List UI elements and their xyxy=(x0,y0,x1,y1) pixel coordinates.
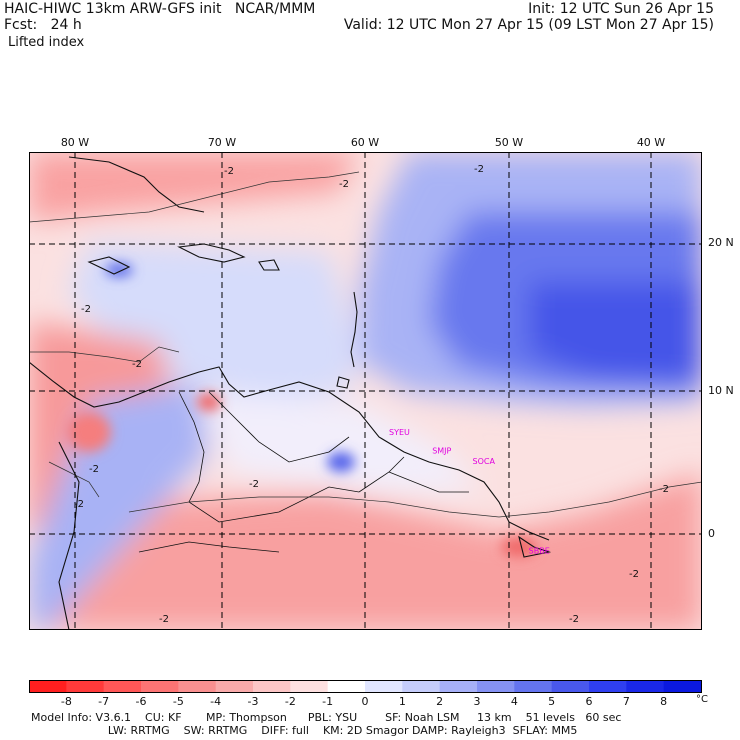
colorbar-frame xyxy=(29,680,702,693)
colorbar-swatch xyxy=(141,680,179,693)
colorbar-swatch xyxy=(103,680,142,693)
contour-label: -2 xyxy=(159,614,169,625)
lifted-index-map: -2 -2 -2 -2 -2 -2 -2 -2 -2 -2 -2 -2 SYEU… xyxy=(29,152,702,630)
field-shading xyxy=(29,152,702,630)
station-labels: SYEU SMJP SOCA SBBE xyxy=(389,428,550,556)
colorbar-swatch xyxy=(514,680,553,693)
colorbar-swatch xyxy=(327,680,366,693)
red-core-belem xyxy=(501,537,537,557)
lat-label-10n: 10 N xyxy=(708,384,734,397)
colorbar-swatch xyxy=(66,680,105,693)
colorbar-swatch xyxy=(365,680,403,693)
colorbar-level-label: -2 xyxy=(284,695,296,708)
colorbar xyxy=(29,680,702,693)
forecast-hour: Fcst: 24 h xyxy=(4,17,82,33)
blue-core-guyana xyxy=(327,452,355,472)
valid-time: Valid: 12 UTC Mon 27 Apr 15 (09 LST Mon … xyxy=(343,17,714,33)
contour-label: -2 xyxy=(74,499,84,510)
colorbar-level-label: -3 xyxy=(247,695,259,708)
model-info-line2: LW: RRTMG SW: RRTMG DIFF: full KM: 2D Sm… xyxy=(31,724,578,737)
contour-label: -2 xyxy=(659,484,669,495)
colorbar-swatch xyxy=(178,680,217,693)
contour-label: -2 xyxy=(629,569,639,580)
colorbar-level-label: 3 xyxy=(473,695,481,708)
colorbar-swatch xyxy=(253,680,291,693)
colorbar-swatch xyxy=(290,680,329,693)
contour-label: -2 xyxy=(339,179,349,190)
station-label-smjp: SMJP xyxy=(432,447,451,456)
contour-label: -2 xyxy=(89,464,99,475)
colorbar-level-label: 1 xyxy=(398,695,406,708)
contour-label: -2 xyxy=(474,164,484,175)
contour-label: -2 xyxy=(224,166,234,177)
contour-label: -2 xyxy=(132,359,142,370)
colorbar-swatch xyxy=(29,680,67,693)
blue-core-jamaica xyxy=(105,263,133,277)
colorbar-level-label: -8 xyxy=(60,695,72,708)
colorbar-level-label: 8 xyxy=(660,695,668,708)
colorbar-level-label: 5 xyxy=(548,695,556,708)
colorbar-swatch xyxy=(402,680,441,693)
contour-label: -2 xyxy=(249,479,259,490)
lon-label-40w: 40 W xyxy=(636,136,666,149)
lon-label-60w: 60 W xyxy=(350,136,380,149)
init-time: Init: 12 UTC Sun 26 Apr 15 xyxy=(528,1,714,17)
lon-label-70w: 70 W xyxy=(207,136,237,149)
colorbar-level-label: 6 xyxy=(585,695,593,708)
contours xyxy=(29,171,702,518)
colorbar-level-label: 0 xyxy=(361,695,369,708)
colorbar-level-label: -1 xyxy=(322,695,334,708)
colorbar-swatch xyxy=(663,680,702,693)
lon-label-50w: 50 W xyxy=(494,136,524,149)
graticule xyxy=(29,152,702,630)
colorbar-swatch xyxy=(215,680,254,693)
lat-label-20n: 20 N xyxy=(708,236,734,249)
contour-labels: -2 -2 -2 -2 -2 -2 -2 -2 -2 -2 -2 -2 xyxy=(74,164,669,625)
map-title: HAIC-HIWC 13km ARW-GFS init NCAR/MMM xyxy=(4,1,316,17)
contour-label: -2 xyxy=(81,304,91,315)
colorbar-unit: °C xyxy=(696,694,708,705)
colorbar-level-label: -4 xyxy=(210,695,222,708)
colorbar-swatch xyxy=(551,680,590,693)
colorbar-level-label: 7 xyxy=(622,695,630,708)
station-label-sbbe: SBBE xyxy=(529,547,550,556)
colorbar-swatch xyxy=(439,680,478,693)
colorbar-swatch xyxy=(477,680,515,693)
contour-label: -2 xyxy=(569,614,579,625)
station-label-syeu: SYEU xyxy=(389,428,410,437)
colorbar-swatch xyxy=(626,680,665,693)
colorbar-swatch xyxy=(589,680,627,693)
colorbar-level-label: -6 xyxy=(135,695,147,708)
colorbar-level-label: -5 xyxy=(172,695,184,708)
colorbar-level-label: 4 xyxy=(510,695,518,708)
map-frame xyxy=(29,152,702,630)
station-label-soca: SOCA xyxy=(473,457,496,466)
model-info-line1: Model Info: V3.6.1 CU: KF MP: Thompson P… xyxy=(31,711,622,724)
colorbar-level-label: 2 xyxy=(436,695,444,708)
red-core-maracaibo xyxy=(197,393,221,411)
lat-label-0: 0 xyxy=(708,527,715,540)
red-core-west xyxy=(67,412,111,452)
colorbar-level-label: -7 xyxy=(98,695,110,708)
field-name: Lifted index xyxy=(8,35,85,50)
lon-label-80w: 80 W xyxy=(60,136,90,149)
